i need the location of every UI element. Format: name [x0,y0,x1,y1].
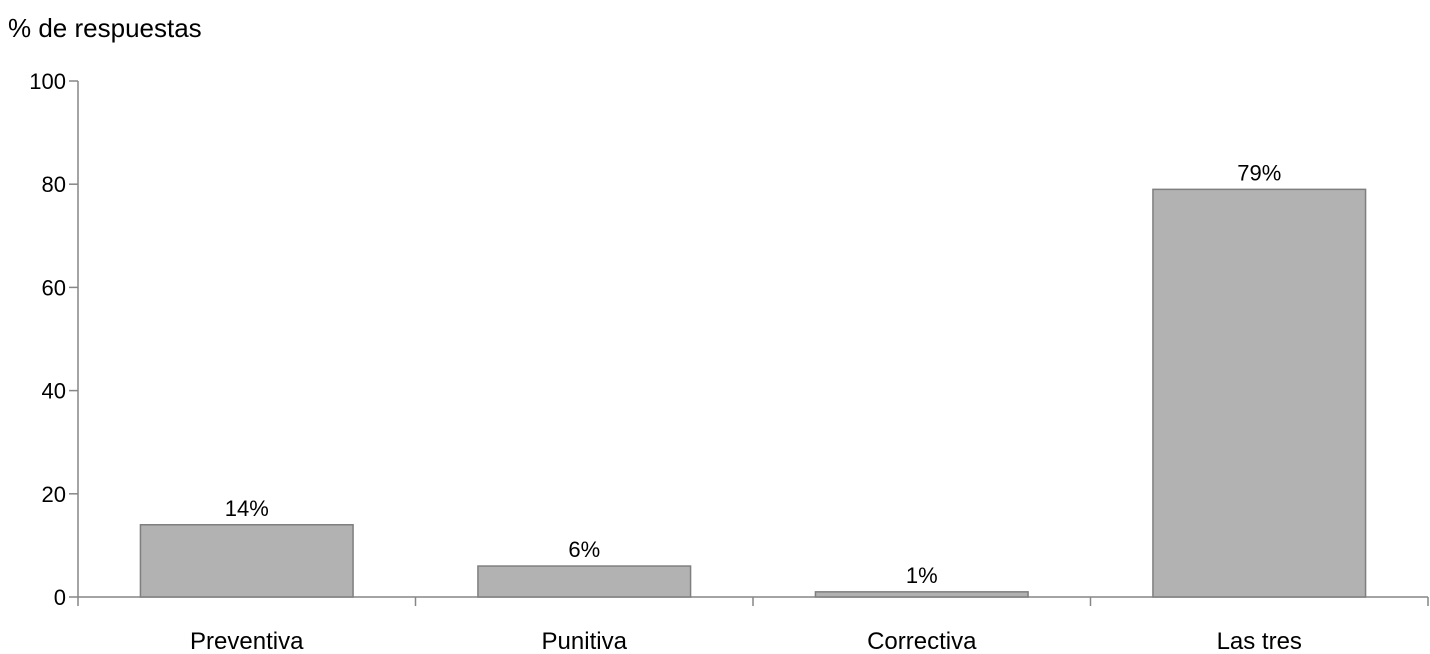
category-label: Punitiva [542,628,628,654]
y-tick-label: 20 [42,482,66,507]
y-axis-title: % de respuestas [8,13,202,43]
bar-preventiva [139,524,354,598]
data-label: 6% [568,537,600,562]
bar-correctiva [814,591,1029,598]
category-label: Correctiva [867,628,977,654]
y-tick-label: 40 [42,379,66,404]
x-axis: Preventiva Punitiva Correctiva Las tres [77,596,1429,654]
bar-las-tres [1152,188,1367,598]
y-tick-label: 0 [54,585,66,610]
y-tick-label: 60 [42,275,66,300]
bar-punitiva [477,565,692,598]
data-label: 1% [906,563,938,588]
data-label: 79% [1237,160,1281,185]
y-axis: 0 20 40 60 80 100 [29,69,79,610]
y-tick-label: 100 [29,69,66,94]
bars: 14% 6% 1% 79% [139,160,1367,598]
data-label: 14% [225,496,269,521]
y-tick-label: 80 [42,172,66,197]
category-label: Las tres [1217,628,1302,654]
category-label: Preventiva [190,628,304,654]
